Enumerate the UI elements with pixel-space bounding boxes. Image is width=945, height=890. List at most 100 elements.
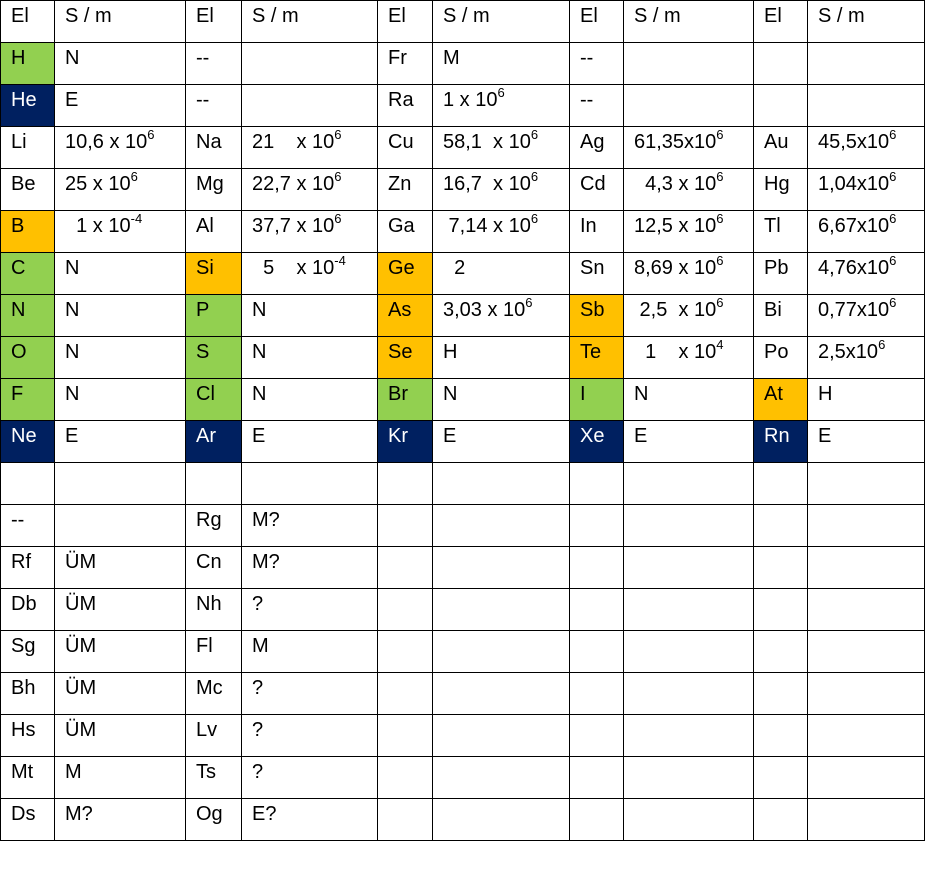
conductivity-table: El S / m El S / m El S / m El S / m El S / m H N -- F… xyxy=(0,0,925,841)
exponent: 6 xyxy=(334,127,342,142)
element-cell xyxy=(569,504,624,547)
conductivity-cell: M xyxy=(241,630,378,673)
cell-text: 6,67x10 xyxy=(818,215,890,237)
element-cell xyxy=(377,462,433,505)
cell-text: I xyxy=(580,383,586,405)
cell-text: Rn xyxy=(764,425,790,447)
exponent: 6 xyxy=(716,127,724,142)
conductivity-cell: 12,5 x 106 xyxy=(623,210,754,253)
conductivity-cell: E xyxy=(241,420,378,463)
exponent: 6 xyxy=(530,127,539,142)
cell-text: Ar xyxy=(196,425,216,447)
element-cell: Bi xyxy=(753,294,808,337)
element-cell: Bh xyxy=(0,672,55,715)
element-cell: Ne xyxy=(0,420,55,463)
conductivity-cell xyxy=(807,546,925,589)
element-cell: As xyxy=(377,294,433,337)
element-cell: Lv xyxy=(185,714,242,757)
cell-text: 4,76x10 xyxy=(818,257,890,279)
element-cell xyxy=(753,714,808,757)
conductivity-cell: ÜM xyxy=(54,546,186,589)
conductivity-cell xyxy=(807,672,925,715)
element-cell: Hs xyxy=(0,714,55,757)
element-cell: Se xyxy=(377,336,433,379)
conductivity-cell: ÜM xyxy=(54,714,186,757)
conductivity-cell: 4,76x106 xyxy=(807,252,925,295)
element-cell xyxy=(0,462,55,505)
cell-text: H xyxy=(11,47,26,69)
element-cell xyxy=(753,462,808,505)
element-cell xyxy=(377,588,433,631)
table-row: Ne E Ar E Kr E Xe E Rn E xyxy=(0,420,925,463)
cell-text: 21 x 10 xyxy=(252,131,335,153)
element-cell: Au xyxy=(753,126,808,169)
conductivity-cell: M xyxy=(54,756,186,799)
table-body: El S / m El S / m El S / m El S / m El S / m H N -- F… xyxy=(0,0,925,841)
element-cell xyxy=(569,588,624,631)
header-cell: El xyxy=(0,0,55,43)
element-cell xyxy=(753,630,808,673)
conductivity-cell: E xyxy=(54,420,186,463)
element-cell: Fl xyxy=(185,630,242,673)
conductivity-cell: ? xyxy=(241,714,378,757)
element-cell xyxy=(377,714,433,757)
cell-text: 8,69 x 10 xyxy=(634,257,717,279)
conductivity-cell xyxy=(807,630,925,673)
cell-text: 45,5x10 xyxy=(818,131,890,153)
cell-text: 25 x 10 xyxy=(65,173,131,195)
exponent: 6 xyxy=(889,211,897,226)
element-cell: Si xyxy=(185,252,242,295)
exponent: 6 xyxy=(130,169,138,184)
conductivity-cell xyxy=(623,588,754,631)
conductivity-cell xyxy=(807,504,925,547)
element-cell: Sb xyxy=(569,294,624,337)
exponent: 6 xyxy=(530,211,539,226)
element-cell: N xyxy=(0,294,55,337)
table-row: F N Cl N Br N I N At H xyxy=(0,378,925,421)
conductivity-cell xyxy=(623,42,754,85)
exponent: 6 xyxy=(889,127,897,142)
element-cell: Ge xyxy=(377,252,433,295)
table-row: Ds M? Og E? xyxy=(0,798,925,841)
conductivity-cell: 37,7 x 106 xyxy=(241,210,378,253)
exponent: 6 xyxy=(525,295,533,310)
conductivity-cell xyxy=(623,546,754,589)
element-cell: -- xyxy=(0,504,55,547)
element-cell xyxy=(753,588,808,631)
element-cell xyxy=(569,672,624,715)
conductivity-cell xyxy=(241,462,378,505)
conductivity-cell: 1 x 10-4 xyxy=(54,210,186,253)
conductivity-cell xyxy=(623,714,754,757)
cell-text: 7,14 x 10 xyxy=(443,215,531,237)
cell-text: 37,7 x 10 xyxy=(252,215,335,237)
table-row xyxy=(0,462,925,505)
table-row: Db ÜM Nh? xyxy=(0,588,925,631)
conductivity-cell: ? xyxy=(241,672,378,715)
conductivity-cell xyxy=(623,672,754,715)
cell-text: S xyxy=(196,341,210,363)
element-cell xyxy=(377,672,433,715)
conductivity-cell: 61,35x106 xyxy=(623,126,754,169)
header-cell: S / m xyxy=(432,0,570,43)
header-cell: S / m xyxy=(623,0,754,43)
cell-text: Kr xyxy=(388,425,408,447)
element-cell: Ts xyxy=(185,756,242,799)
element-cell: Tl xyxy=(753,210,808,253)
conductivity-cell xyxy=(241,42,378,85)
conductivity-cell xyxy=(807,798,925,841)
conductivity-cell xyxy=(623,462,754,505)
conductivity-cell: E? xyxy=(241,798,378,841)
element-cell: -- xyxy=(185,84,242,127)
cell-text: 2,5 x 10 xyxy=(634,299,717,321)
conductivity-cell: E xyxy=(54,84,186,127)
conductivity-cell: ÜM xyxy=(54,588,186,631)
element-cell: Mc xyxy=(185,672,242,715)
cell-text: 1 x 10 xyxy=(65,215,131,237)
element-cell xyxy=(569,714,624,757)
cell-text: Xe xyxy=(580,425,605,447)
conductivity-cell: 25 x 106 xyxy=(54,168,186,211)
conductivity-cell xyxy=(807,588,925,631)
exponent: 4 xyxy=(716,337,724,352)
cell-text: 1 x 10 xyxy=(443,89,498,111)
conductivity-cell: M? xyxy=(54,798,186,841)
